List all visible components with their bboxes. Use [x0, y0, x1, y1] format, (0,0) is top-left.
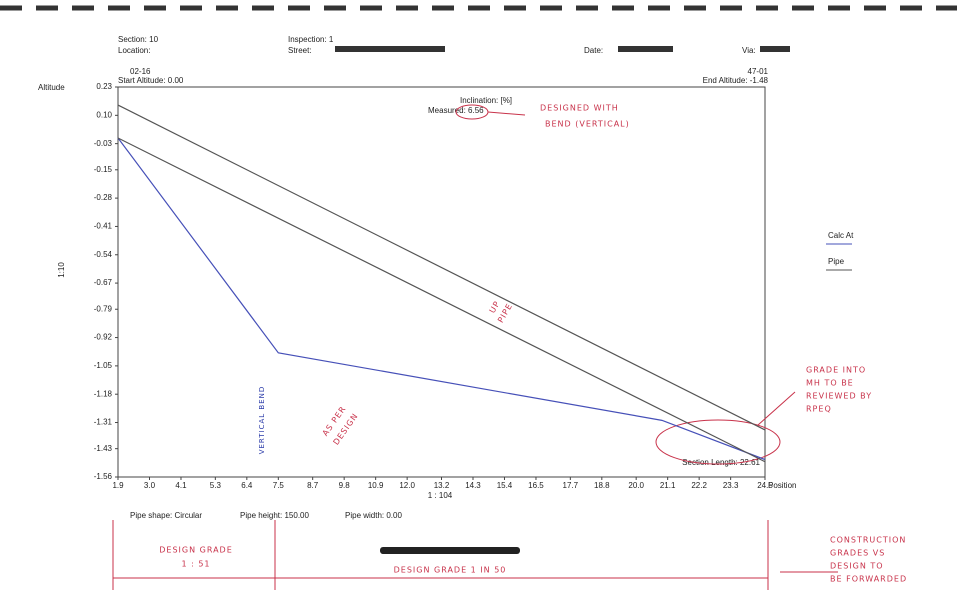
series-line	[117, 137, 766, 461]
x-tick-label: 9.8	[339, 481, 351, 490]
inclination: Inclination: [%]	[460, 96, 512, 105]
series-line	[117, 104, 766, 431]
inspection: Inspection: 1	[288, 35, 334, 44]
x-tick-label: 6.4	[241, 481, 253, 490]
note: GRADES VS	[830, 549, 885, 558]
y-tick-label: -1.18	[94, 389, 113, 398]
redaction	[618, 46, 673, 52]
y-tick-label: -0.79	[94, 304, 113, 313]
y-tick-label: -1.31	[94, 418, 113, 427]
location: Location:	[118, 46, 150, 55]
note: MH TO BE	[806, 379, 854, 388]
x-tick-label: 23.3	[723, 481, 739, 490]
x-axis-title: Position	[768, 481, 796, 490]
circle-annotation	[655, 419, 781, 465]
y-tick-label: -0.92	[94, 333, 113, 342]
redaction	[335, 46, 445, 52]
x-tick-label: 5.3	[210, 481, 222, 490]
x-tick-label: 8.7	[307, 481, 319, 490]
y-tick-label: -0.67	[94, 278, 113, 287]
end-node: 47-01	[748, 67, 769, 76]
y-axis-title: Altitude	[38, 83, 65, 92]
x-tick-label: 20.0	[628, 481, 644, 490]
plot-frame	[117, 86, 766, 478]
redaction	[760, 46, 790, 52]
note: BE FORWARDED	[830, 575, 907, 584]
x-tick-label: 18.8	[594, 481, 610, 490]
x-tick-label: 24.5	[757, 481, 773, 490]
y-tick-label: 0.23	[96, 82, 112, 91]
x-tick-label: 21.1	[660, 481, 676, 490]
section-length: Section Length: 22.61	[682, 458, 760, 467]
x-tick-label: 10.9	[368, 481, 384, 490]
series-line	[117, 137, 766, 463]
y-tick-label: -0.03	[94, 139, 113, 148]
y-tick-label: -1.56	[94, 472, 113, 481]
x-tick-label: 14.3	[465, 481, 481, 490]
x-tick-label: 22.2	[691, 481, 707, 490]
x-tick-label: 16.5	[528, 481, 544, 490]
y-tick-label: -0.54	[94, 250, 113, 259]
x-tick-label: 7.5	[273, 481, 285, 490]
legend: Calc At Pipe	[826, 231, 854, 271]
end-altitude: End Altitude: -1.48	[703, 76, 769, 85]
via: Via:	[742, 46, 756, 55]
note: REVIEWED BY	[806, 392, 872, 401]
note: DESIGN GRADE 1 IN 50	[394, 566, 507, 575]
note: DESIGN GRADE	[159, 546, 233, 555]
redaction	[380, 547, 520, 554]
note: DESIGN TO	[830, 562, 884, 571]
legend-label: Pipe	[828, 257, 845, 266]
pipe-shape: Pipe shape: Circular	[130, 511, 202, 520]
y-tick-label: 0.10	[96, 110, 112, 119]
note: 1 : 51	[181, 560, 210, 569]
x-tick-label: 1.9	[112, 481, 124, 490]
x-tick-label: 3.0	[144, 481, 156, 490]
x-tick-label: 13.2	[434, 481, 450, 490]
dimension-lines	[112, 520, 838, 590]
x-tick-label: 17.7	[563, 481, 579, 490]
note: GRADE INTO	[806, 366, 866, 375]
y-tick-label: -1.43	[94, 444, 113, 453]
street: Street:	[288, 46, 312, 55]
start-altitude: Start Altitude: 0.00	[118, 76, 184, 85]
note: CONSTRUCTION	[830, 536, 906, 545]
pipe-height: Pipe height: 150.00	[240, 511, 309, 520]
note: BEND (VERTICAL)	[545, 120, 630, 129]
start-node: 02-16	[130, 67, 151, 76]
x-tick-label: 15.4	[497, 481, 513, 490]
x-tick-label: 4.1	[175, 481, 187, 490]
y-tick-label: -1.05	[94, 361, 113, 370]
legend-label: Calc At	[828, 231, 854, 240]
x-tick-label: 12.0	[399, 481, 415, 490]
pipe-width: Pipe width: 0.00	[345, 511, 402, 520]
y-tick-label: -0.28	[94, 193, 113, 202]
y-tick-label: -0.15	[94, 165, 113, 174]
note: DESIGNED WITH	[540, 104, 619, 113]
y-tick-label: -0.41	[94, 222, 113, 231]
note: VERTICAL BEND	[258, 386, 266, 455]
date: Date:	[584, 46, 603, 55]
x-scale: 1 : 104	[428, 491, 453, 500]
arrow	[487, 111, 526, 116]
section: Section: 10	[118, 35, 159, 44]
y-scale: 1:10	[57, 262, 66, 278]
arrow	[757, 391, 796, 426]
note: RPEQ	[806, 405, 832, 414]
